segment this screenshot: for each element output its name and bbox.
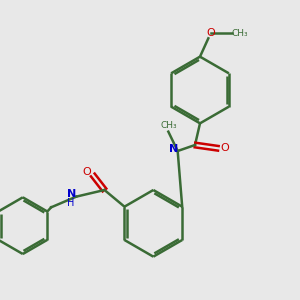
Text: CH₃: CH₃	[232, 29, 248, 38]
Text: O: O	[82, 167, 91, 177]
Text: O: O	[207, 28, 215, 38]
Text: N: N	[169, 144, 178, 154]
Text: H: H	[68, 198, 75, 208]
Text: CH₃: CH₃	[160, 121, 177, 130]
Text: N: N	[67, 189, 76, 199]
Text: O: O	[220, 143, 230, 153]
